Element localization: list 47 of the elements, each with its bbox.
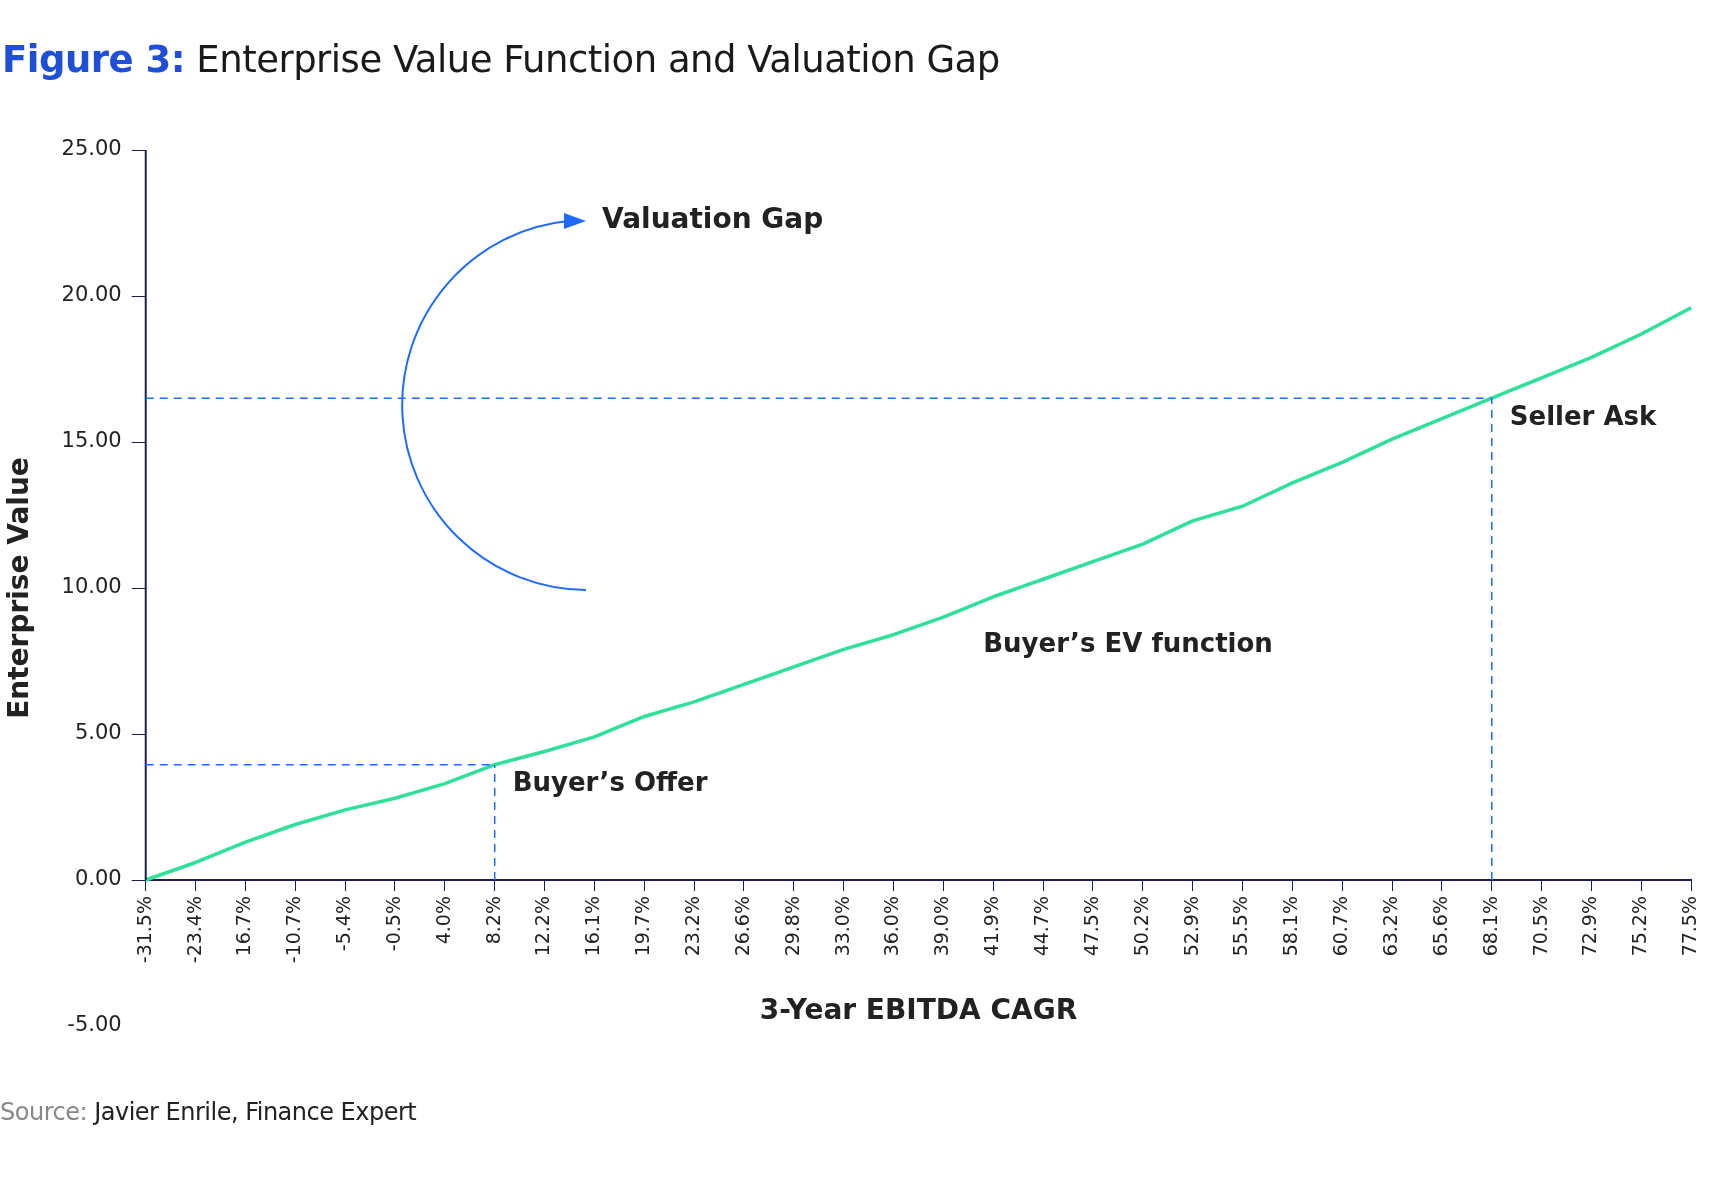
x-tick-label: 33.0% [830, 896, 853, 957]
x-tick-label: 39.0% [930, 896, 953, 957]
x-tick-label: 44.7% [1030, 896, 1053, 957]
x-tick-label: 36.0% [880, 896, 903, 957]
annotation: Valuation Gap [602, 202, 824, 235]
y-tick-label: -5.00 [67, 1012, 122, 1037]
x-axis-title: 3-Year EBITDA CAGR [759, 993, 1078, 1027]
x-tick-label: 4.0% [431, 896, 454, 945]
y-axis-title: Enterprise Value [2, 457, 36, 719]
x-tick-label: 19.7% [631, 896, 654, 957]
x-tick-label: 26.6% [730, 896, 753, 957]
x-tick-label: 70.5% [1528, 896, 1551, 957]
x-tick-label: 58.1% [1279, 896, 1302, 957]
x-tick-label: 8.2% [481, 896, 504, 945]
source-note: Source: Javier Enrile, Finance Expert [0, 1098, 417, 1126]
x-tick-label: 16.1% [581, 896, 604, 957]
series-label: Buyer’s EV function [983, 627, 1273, 658]
y-tick-label: 0.00 [74, 866, 122, 891]
x-tick-label: -23.4% [182, 896, 205, 964]
x-tick-label: 63.2% [1379, 896, 1402, 957]
annotation: Seller Ask [1509, 400, 1658, 431]
y-tick-label: 5.00 [74, 720, 122, 745]
x-tick-label: -10.7% [282, 896, 305, 964]
x-tick-label: 41.9% [980, 896, 1003, 957]
x-tick-label: 16.7% [232, 896, 255, 957]
x-tick-label: 75.2% [1628, 896, 1651, 957]
x-tick-label: 77.5% [1678, 896, 1701, 957]
x-tick-label: 68.1% [1478, 896, 1501, 957]
chart-title: Figure 3: Enterprise Value Function and Valuation Gap [2, 38, 1000, 81]
x-tick-label: 65.6% [1428, 896, 1451, 957]
x-tick-label: 72.9% [1578, 896, 1601, 957]
x-tick-label: 55.5% [1229, 896, 1252, 957]
annotation: Buyer’s Offer [512, 767, 708, 798]
y-tick-label: 20.00 [61, 282, 122, 307]
x-tick-label: 60.7% [1329, 896, 1352, 957]
y-tick-label: 25.00 [61, 136, 122, 161]
x-tick-label: 47.5% [1079, 896, 1102, 957]
x-tick-label: -0.5% [381, 896, 404, 952]
y-tick-label: 15.00 [61, 428, 122, 453]
x-tick-label: 50.2% [1129, 896, 1152, 957]
x-tick-label: -5.4% [332, 896, 355, 952]
x-tick-label: 23.2% [681, 896, 704, 957]
x-tick-label: 29.8% [780, 896, 803, 957]
x-tick-label: 12.2% [531, 896, 554, 957]
y-tick-label: 10.00 [61, 574, 122, 599]
x-tick-label: 52.9% [1179, 896, 1202, 957]
x-tick-label: -31.5% [132, 896, 155, 964]
